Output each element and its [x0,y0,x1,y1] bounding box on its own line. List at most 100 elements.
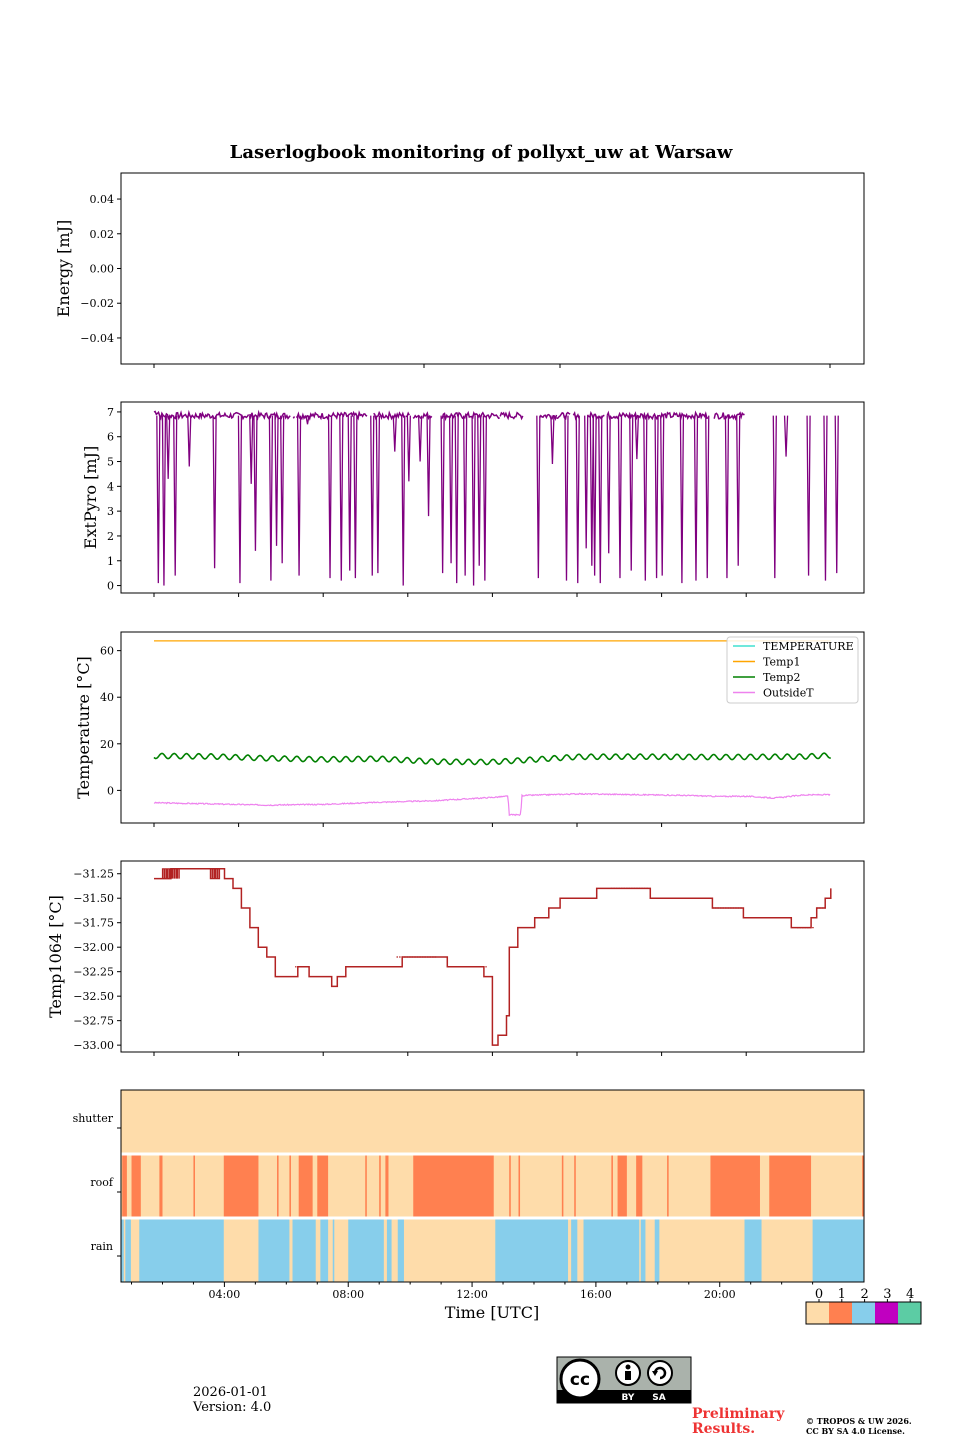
rain-state-cell [320,1219,329,1282]
extpyro-series-segment [713,411,745,421]
roof-state-cell [379,1155,381,1217]
extpyro-dip-mark [392,415,397,452]
date-label: 2026-01-01 [193,1385,268,1400]
extpyro-dip-mark [454,415,459,584]
temperature-legend: TEMPERATURE Temp1 Temp2 OutsideT [726,636,859,704]
roof-state-cell [289,1155,291,1217]
copyright-line-1: © TROPOS & UW 2026. [806,1416,912,1426]
roof-state-cell [710,1155,760,1217]
temp1064-ytick-label: −32.25 [73,966,114,979]
roof-state-cell [193,1155,195,1217]
extpyro-dip-mark [212,415,217,569]
sa-share-icon [647,1360,673,1386]
extpyro-dip-mark [592,415,597,576]
extpyro-dip-mark [401,415,406,586]
roof-state-cell [509,1155,511,1217]
colorbar-tick-label: 3 [883,1287,891,1302]
colorbar-cell-3 [875,1302,898,1324]
extpyro-series-segment [412,414,422,420]
temp2-series-line [153,752,831,766]
extpyro-dip-mark [280,415,285,564]
extpyro-dip-mark [693,415,699,581]
colorbar-tick-label: 4 [906,1287,914,1302]
extpyro-series-segment [292,416,296,419]
status-row-shutter-bg [121,1090,864,1154]
rain-state-cell [744,1219,762,1282]
roof-state-cell [131,1155,141,1217]
legend-label-temp2: Temp2 [763,671,800,684]
extpyro-dip-mark [772,415,777,579]
extpyro-ytick-label: 0 [107,580,114,593]
extpyro-dip-mark [606,415,611,554]
extpyro-dip-mark [584,415,589,549]
temp1064-flicker [161,868,180,879]
roof-state-cell [667,1155,669,1217]
rain-state-cell [583,1219,640,1282]
roof-state-cell [159,1155,163,1217]
temp1064-series-line [154,868,832,1046]
colorbar-cell-4 [898,1302,921,1324]
extpyro-dip-mark [440,415,445,574]
extpyro-series-segment [405,411,410,418]
extpyro-dip-mark [187,415,192,467]
extpyro-dip-mark [156,415,161,584]
roof-state-cell [518,1155,521,1217]
status-row-label-roof: roof [90,1176,114,1189]
extpyro-dip-mark [237,415,243,584]
energy-ytick-label: −0.04 [80,332,114,345]
preliminary-label-1: Preliminary [692,1406,785,1422]
outsidet-series-line [153,792,831,817]
legend-box [726,636,859,704]
extpyro-dip-mark [274,415,279,546]
cc-by-sa-badge: cc BY SA [556,1356,692,1404]
energy-ylabel: Energy [mJ] [54,220,73,318]
legend-label-outsidet: OutsideT [763,687,814,700]
extpyro-dip-mark [463,415,468,576]
extpyro-ytick-label: 3 [107,505,114,518]
extpyro-dip-mark [536,415,541,579]
temperature-ytick-label: 60 [100,645,114,658]
extpyro-dip-mark [448,415,454,564]
preliminary-label-2: Results. [692,1421,755,1437]
panel-extpyro: 0 1 2 3 4 5 6 7 ExtPyro [mJ] [81,401,865,597]
extpyro-series-segment [373,410,405,421]
extpyro-ytick-label: 6 [107,431,114,444]
extpyro-dip-mark [327,415,333,579]
roof-state-cell [617,1155,627,1217]
extpyro-dip-mark [598,415,603,584]
copyright-line-2: CC BY SA 4.0 License. [806,1426,905,1436]
extpyro-dip-mark [426,415,431,517]
rain-state-cell [640,1219,646,1282]
colorbar-tick-label: 2 [860,1287,868,1302]
extpyro-dip-mark [370,415,375,576]
extpyro-ylabel: ExtPyro [mJ] [81,446,100,549]
extpyro-series-segment [440,410,500,422]
roof-state-cell [862,1155,864,1217]
temp1064-ytick-label: −32.00 [73,941,114,954]
temp1064-ytick-label: −31.75 [73,917,114,930]
extpyro-dip-mark [660,415,665,576]
sa-label: SA [652,1393,665,1403]
extpyro-dip-mark [477,415,482,566]
extpyro-dip-mark [564,415,569,581]
extpyro-dip-mark [679,415,685,584]
rain-state-cell [125,1219,131,1282]
rain-state-cell [397,1219,404,1282]
extpyro-dip-mark [347,415,352,571]
status-row-label-shutter: shutter [73,1112,114,1125]
panel-energy: 0.04 0.02 0.00 −0.02 −0.04 Energy [mJ] [54,172,865,368]
temperature-ytick-label: 40 [100,691,114,704]
extpyro-dip-mark [823,415,828,581]
extpyro-dip-mark [406,415,411,482]
roof-state-cell [298,1155,313,1217]
panel-status: shutter roof rain 04:00 08:00 12:00 16:00 20:00 [73,1089,865,1301]
status-xtick-label: 16:00 [580,1288,612,1301]
rain-state-cell [386,1219,392,1282]
temp1064-ytick-label: −31.50 [73,892,114,905]
status-xtick-label: 12:00 [456,1288,488,1301]
roof-state-cell [223,1155,259,1217]
extpyro-dip-mark [161,415,167,586]
extpyro-ytick-label: 2 [107,530,114,543]
